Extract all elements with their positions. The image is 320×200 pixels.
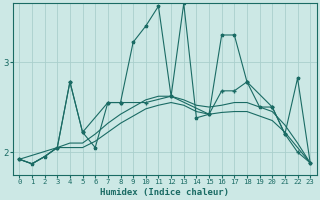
- X-axis label: Humidex (Indice chaleur): Humidex (Indice chaleur): [100, 188, 229, 197]
